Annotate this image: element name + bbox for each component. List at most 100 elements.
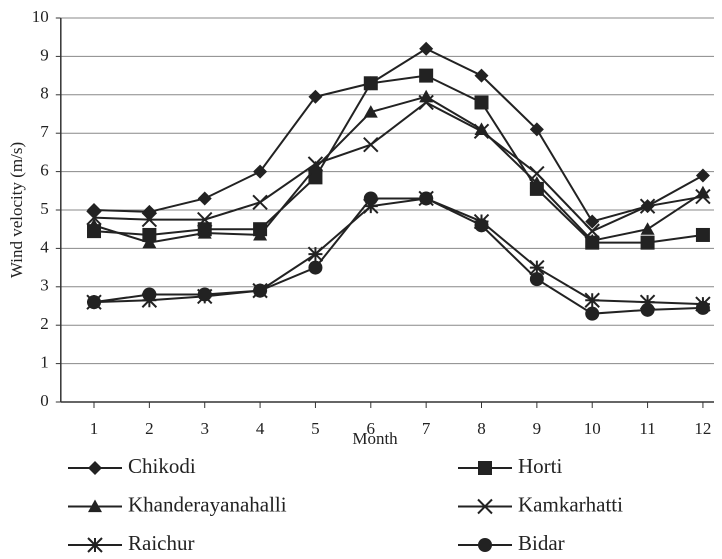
marker	[474, 218, 489, 233]
marker	[142, 287, 157, 302]
marker	[363, 137, 379, 153]
y-tick-label: 3	[40, 276, 49, 295]
marker	[142, 204, 157, 219]
y-tick-label: 7	[40, 122, 49, 141]
marker	[142, 227, 157, 242]
legend-label: Raichur	[128, 531, 194, 555]
marker	[474, 95, 489, 110]
marker	[253, 227, 268, 241]
marker	[197, 226, 212, 239]
marker	[695, 300, 710, 315]
marker	[478, 461, 492, 475]
y-axis-label: Wind velocity (m/s)	[7, 142, 26, 278]
marker	[529, 122, 544, 137]
marker	[695, 188, 711, 205]
y-tick-label: 8	[40, 84, 49, 103]
y-tick-label: 4	[40, 237, 49, 256]
marker	[88, 461, 102, 475]
marker	[141, 211, 158, 228]
marker	[529, 272, 544, 287]
marker	[529, 176, 544, 189]
marker	[419, 41, 434, 56]
marker	[585, 214, 600, 229]
legend-label: Horti	[518, 454, 562, 478]
y-tick-label: 2	[40, 314, 49, 333]
marker	[308, 170, 323, 185]
marker	[529, 259, 545, 276]
marker	[585, 306, 600, 321]
marker	[87, 203, 102, 217]
marker	[639, 294, 656, 310]
marker	[87, 218, 102, 231]
marker	[363, 191, 378, 206]
x-tick-label: 8	[477, 419, 486, 438]
legend-label: Bidar	[518, 531, 565, 555]
series-line	[93, 101, 704, 233]
y-tick-label: 5	[40, 199, 49, 218]
legend-label: Kamkarhatti	[518, 492, 623, 516]
legend-label: Khanderayanahalli	[128, 492, 287, 516]
marker	[87, 537, 103, 553]
marker	[478, 538, 492, 552]
marker	[363, 105, 378, 118]
marker	[363, 76, 378, 91]
marker	[585, 233, 600, 247]
marker	[419, 89, 434, 103]
y-tick-label: 10	[32, 7, 49, 26]
marker	[87, 295, 102, 310]
marker	[86, 209, 102, 226]
y-tick-label: 6	[40, 161, 49, 180]
marker	[473, 123, 490, 139]
series-line	[93, 197, 703, 315]
marker	[308, 89, 323, 104]
marker	[529, 165, 545, 182]
x-tick-label: 11	[639, 419, 655, 438]
marker	[88, 499, 102, 513]
marker	[307, 156, 324, 172]
marker	[363, 198, 379, 214]
x-tick-label: 2	[145, 419, 154, 438]
marker	[419, 68, 434, 83]
marker	[584, 292, 600, 308]
marker	[142, 235, 157, 249]
marker	[307, 246, 324, 262]
marker	[308, 260, 323, 275]
marker	[197, 211, 213, 228]
marker	[695, 168, 710, 183]
x-tick-label: 9	[533, 419, 542, 438]
x-tick-label: 12	[694, 419, 711, 438]
marker	[419, 191, 434, 206]
marker	[640, 235, 655, 250]
y-tick-label: 1	[40, 353, 49, 372]
marker	[695, 185, 710, 199]
marker	[197, 287, 212, 302]
legend-label: Chikodi	[128, 454, 196, 478]
series-line	[93, 197, 703, 306]
marker	[640, 222, 655, 235]
x-tick-label: 1	[90, 419, 99, 438]
x-tick-label: 4	[256, 419, 265, 438]
marker	[474, 68, 489, 83]
marker	[639, 198, 656, 214]
marker	[253, 164, 268, 179]
marker	[474, 122, 489, 135]
x-tick-label: 7	[422, 419, 431, 438]
x-tick-label: 6	[367, 419, 376, 438]
series-line	[93, 47, 704, 223]
marker	[695, 227, 710, 242]
marker	[477, 498, 493, 515]
series-line	[93, 95, 704, 244]
marker	[584, 223, 600, 239]
marker	[308, 160, 323, 174]
x-axis-label: Month	[352, 429, 398, 448]
series-line	[93, 74, 704, 244]
y-tick-label: 9	[40, 45, 49, 64]
marker	[640, 302, 655, 317]
x-tick-label: 10	[584, 419, 601, 438]
marker	[253, 283, 268, 298]
y-tick-label: 0	[40, 391, 49, 410]
marker	[418, 94, 434, 111]
x-tick-label: 5	[311, 419, 320, 438]
marker	[197, 191, 212, 206]
